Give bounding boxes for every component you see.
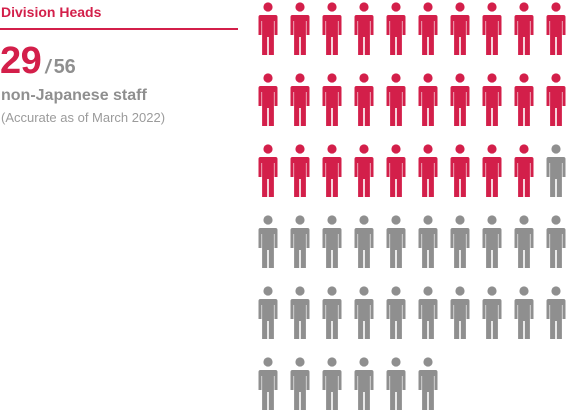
title-divider [0,28,238,30]
person-icon [546,144,566,197]
person-icon-highlighted [482,73,502,126]
person-icon-highlighted [546,73,566,126]
person-icon [290,357,310,410]
person-icon [322,357,342,410]
person-icon [418,286,438,339]
person-icon [418,215,438,268]
count-note: (Accurate as of March 2022) [1,110,166,125]
person-icon-highlighted [290,144,310,197]
person-icon [386,215,406,268]
section-title: Division Heads [1,4,102,20]
person-icon-highlighted [354,144,374,197]
person-icon-highlighted [450,73,470,126]
person-icon-highlighted [514,144,534,197]
person-icon [482,286,502,339]
person-icon [290,215,310,268]
person-icon [354,357,374,410]
staff-total: 56 [53,56,76,78]
person-icon-highlighted [386,73,406,126]
person-icon-highlighted [322,73,342,126]
person-icon [546,286,566,339]
person-icon [354,286,374,339]
person-icon [258,286,278,339]
person-icon [258,215,278,268]
person-icon-highlighted [418,144,438,197]
count-line: 29/56 [0,40,76,83]
person-icon [322,286,342,339]
person-icon [386,286,406,339]
person-icon [322,215,342,268]
person-icon-highlighted [258,144,278,197]
person-icon-highlighted [450,144,470,197]
person-icon [354,215,374,268]
person-icon [514,286,534,339]
person-icon-highlighted [322,2,342,55]
person-icon-highlighted [386,144,406,197]
person-icon-highlighted [482,2,502,55]
person-icon [450,215,470,268]
count-separator: / [45,57,51,78]
person-icon-highlighted [482,144,502,197]
person-icon-highlighted [354,73,374,126]
person-icon-highlighted [322,144,342,197]
person-icon [290,286,310,339]
person-icon [386,357,406,410]
person-icon [546,215,566,268]
count-label: non-Japanese staff [1,87,147,104]
staff-count: 29 [0,40,42,82]
person-icon [258,357,278,410]
person-icon-highlighted [418,73,438,126]
person-icon-highlighted [514,2,534,55]
person-icon-highlighted [258,73,278,126]
person-icon-highlighted [546,2,566,55]
person-icon-highlighted [290,2,310,55]
person-icon-highlighted [514,73,534,126]
person-icon [514,215,534,268]
person-icon-highlighted [258,2,278,55]
person-icon-highlighted [354,2,374,55]
person-icon-highlighted [418,2,438,55]
person-icon [418,357,438,410]
person-icon-highlighted [386,2,406,55]
person-icon [450,286,470,339]
person-icon-highlighted [450,2,470,55]
person-icon [482,215,502,268]
person-icon-highlighted [290,73,310,126]
